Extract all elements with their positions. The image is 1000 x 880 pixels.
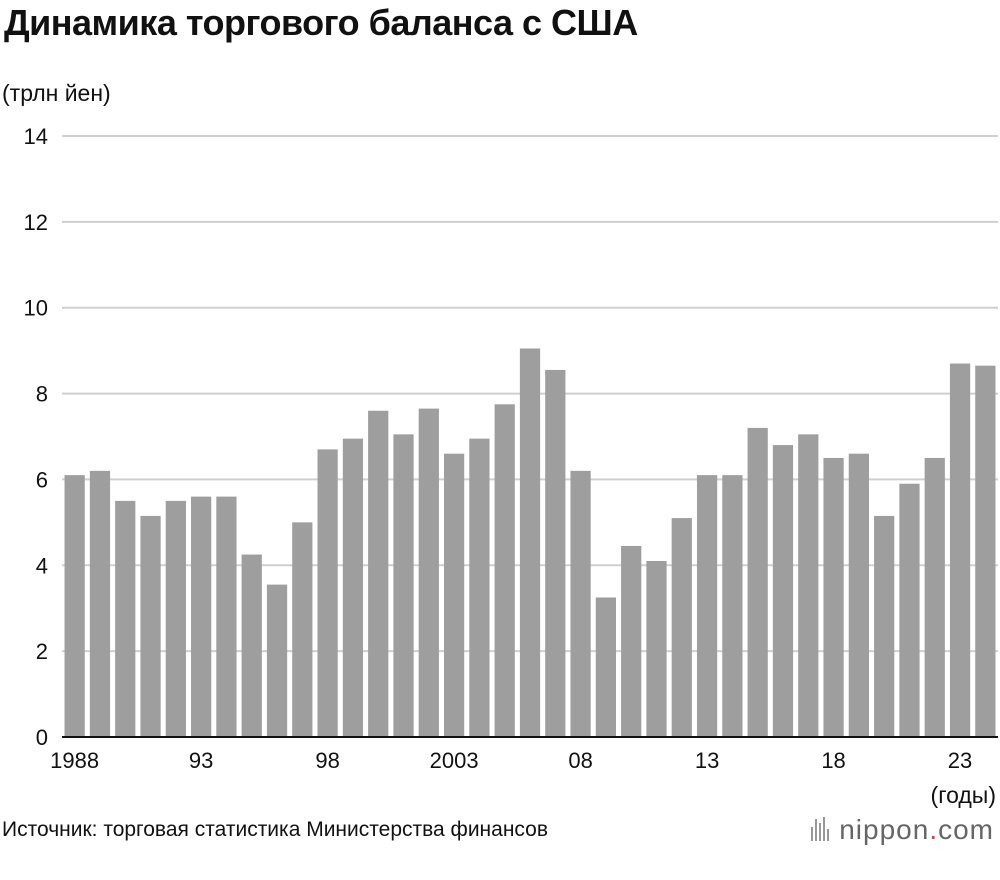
bar-chart: 0 2 4 6 8 10 12 14 1988 93 98 2003 08 13 18 23	[24, 124, 998, 773]
bar	[621, 545, 642, 737]
bar	[317, 449, 338, 737]
bar	[216, 496, 237, 737]
x-tick-label: 08	[568, 748, 592, 773]
x-tick-label: 2003	[430, 748, 479, 773]
bar	[671, 518, 692, 737]
y-tick-label: 14	[24, 124, 48, 149]
y-tick-label: 4	[36, 553, 48, 578]
y-axis-unit-label: (трлн йен)	[2, 80, 111, 106]
source-note: Источник: торговая статистика Министерст…	[2, 818, 548, 841]
bar	[494, 404, 515, 737]
bar	[115, 500, 136, 737]
bar	[823, 457, 844, 737]
bar	[266, 584, 288, 737]
bar	[418, 408, 439, 737]
bar	[241, 554, 262, 737]
bar	[191, 496, 212, 737]
bar	[368, 410, 389, 737]
bar	[165, 500, 186, 737]
y-tick-label: 0	[36, 725, 48, 750]
bar	[722, 475, 743, 737]
x-tick-label: 98	[315, 748, 339, 773]
y-tick-label: 2	[36, 639, 48, 664]
bar	[519, 348, 541, 737]
y-tick-label: 6	[36, 467, 48, 492]
chart-title: Динамика торгового баланса с США	[4, 2, 638, 43]
bar	[848, 453, 869, 737]
bar	[89, 470, 111, 737]
bar	[696, 475, 718, 737]
x-tick-label: 18	[821, 748, 845, 773]
x-tick-label: 1988	[50, 748, 99, 773]
bar	[949, 363, 971, 737]
bar	[595, 597, 617, 737]
logo-dot: .	[929, 814, 939, 845]
bar	[899, 483, 920, 737]
logo-bars-icon	[811, 816, 831, 848]
bar	[342, 438, 364, 737]
y-tick-label: 8	[36, 382, 48, 407]
bar	[443, 453, 465, 737]
x-tick-label: 23	[948, 748, 972, 773]
bar	[140, 515, 161, 737]
bar	[772, 445, 794, 737]
bar	[64, 475, 85, 737]
y-tick-label: 10	[24, 296, 48, 321]
bar	[747, 427, 768, 737]
nippon-logo: nippon.com	[811, 814, 994, 848]
bar	[393, 434, 414, 737]
x-tick-label: 13	[695, 748, 719, 773]
bar	[545, 369, 566, 737]
bar	[874, 515, 895, 737]
y-tick-label: 12	[24, 210, 48, 235]
logo-tld: com	[938, 814, 994, 845]
bar	[975, 365, 996, 737]
bar	[798, 434, 819, 737]
bar	[469, 438, 490, 737]
logo-name: nippon	[839, 814, 930, 845]
bar	[570, 470, 591, 737]
x-tick-label: 93	[189, 748, 213, 773]
bar	[924, 457, 945, 737]
bar	[292, 522, 313, 737]
bar	[646, 560, 667, 737]
x-axis-unit-label: (годы)	[930, 782, 996, 808]
